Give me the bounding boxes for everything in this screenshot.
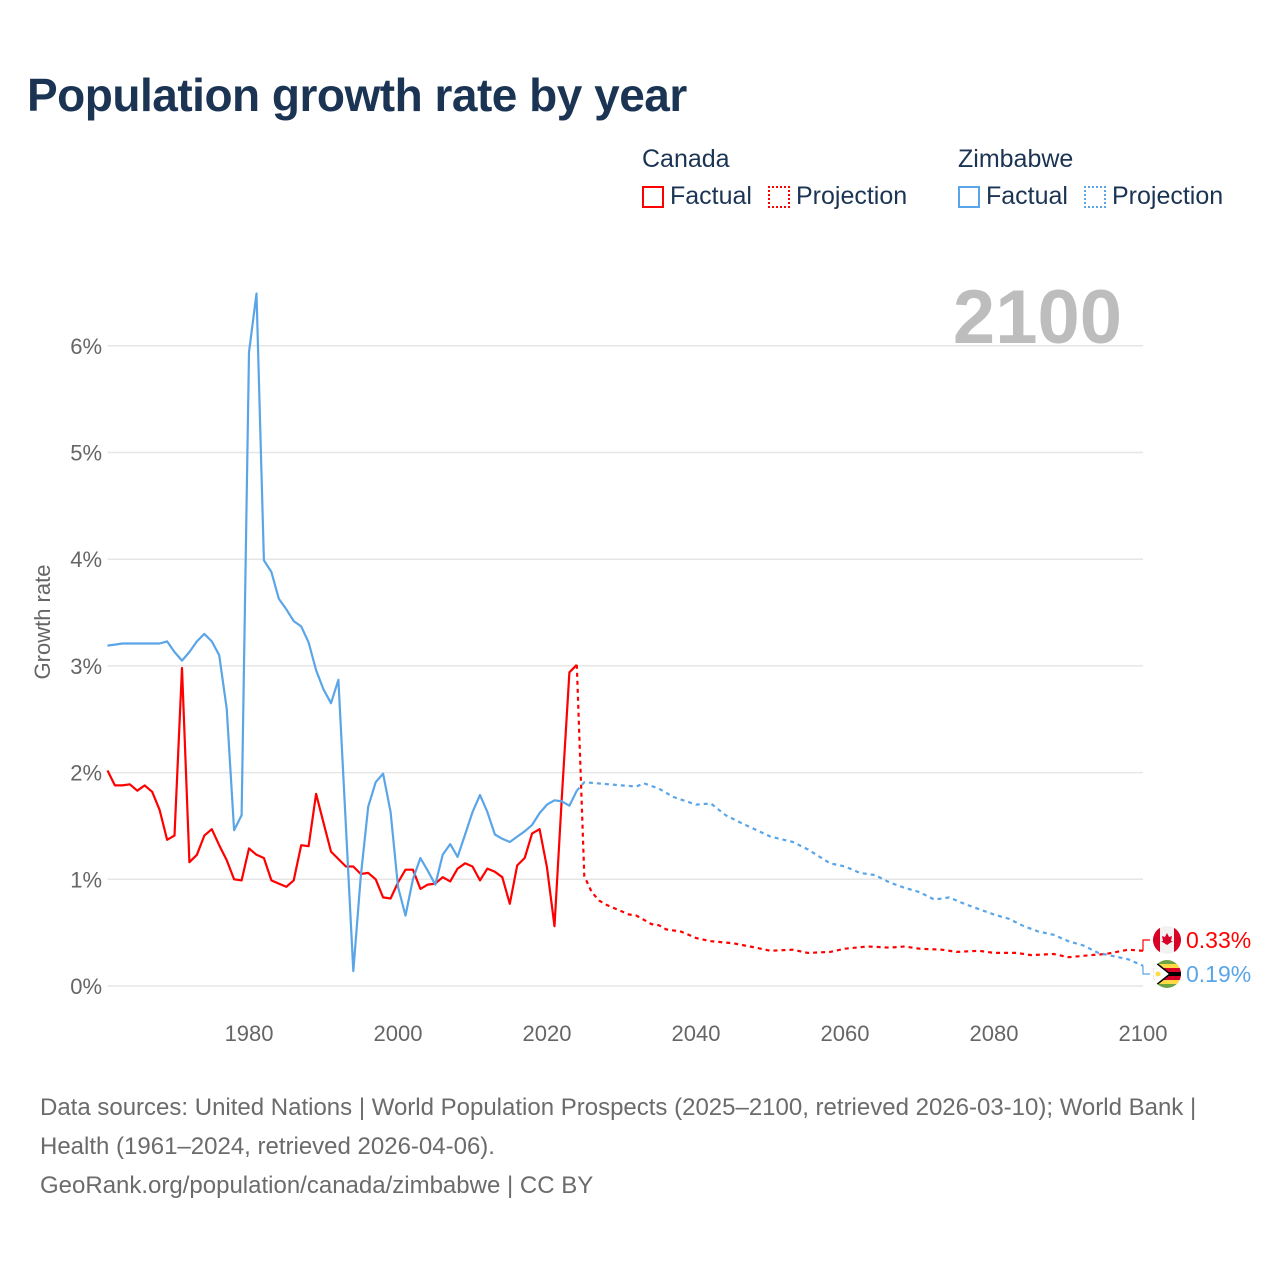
series-zimbabwe-factual: [107, 292, 578, 973]
chart-title: Population growth rate by year: [27, 69, 687, 121]
year-display: 2100: [953, 275, 1122, 360]
legend-label: Projection: [1111, 182, 1224, 210]
end-markers: 0.33% 0.19%: [1153, 926, 1251, 988]
solid-swatch-icon: [958, 185, 980, 208]
y-tick-label: 0%: [70, 974, 102, 999]
series-canada-factual: [106, 664, 578, 928]
y-tick-label: 3%: [70, 654, 102, 679]
series-canada-projection: [575, 664, 1144, 959]
footer: Data sources: United Nations | World Pop…: [40, 1088, 1240, 1205]
legend-canada: Canada Factual Projection: [642, 145, 907, 211]
series-zimbabwe-projection: [575, 781, 1144, 967]
x-tick-label: 2040: [672, 1021, 721, 1046]
dotted-swatch-icon: [767, 185, 790, 208]
zimbabwe-end-label: 0.19%: [1186, 961, 1251, 987]
legend-zimbabwe-title: Zimbabwe: [958, 145, 1074, 173]
canada-flag-icon: [1153, 926, 1181, 954]
legend-zimbabwe-factual[interactable]: Factual: [958, 182, 1068, 211]
legend-zimbabwe-projection[interactable]: Projection: [1083, 182, 1224, 211]
solid-swatch-icon: [642, 185, 664, 208]
x-tick-label: 2100: [1119, 1021, 1168, 1046]
legend-zimbabwe: Zimbabwe Factual Projection: [958, 145, 1223, 211]
legend-label: Factual: [986, 182, 1068, 210]
legend-label: Projection: [795, 182, 908, 210]
y-tick-label: 6%: [70, 334, 102, 359]
legend-canada-factual[interactable]: Factual: [642, 182, 752, 211]
y-tick-label: 4%: [70, 547, 102, 572]
x-tick-label: 2060: [821, 1021, 870, 1046]
x-tick-label: 2080: [970, 1021, 1019, 1046]
x-tick-label: 1980: [225, 1021, 274, 1046]
zimbabwe-flag-icon: [1153, 960, 1181, 988]
x-tick-label: 2000: [374, 1021, 423, 1046]
grid: 0% 1% 2% 3% 4% 5% 6% 1980 2000 2020 2040 2060 2080 21…: [70, 334, 1167, 1046]
y-tick-label: 2%: [70, 761, 102, 786]
dotted-swatch-icon: [1083, 185, 1106, 208]
zimbabwe-connector: [1142, 965, 1150, 975]
data-sources: Data sources: United Nations | World Pop…: [40, 1094, 1197, 1160]
canada-connector: [1142, 939, 1150, 951]
legend-label: Factual: [670, 182, 752, 210]
series-lines: [106, 292, 1150, 975]
y-tick-label: 5%: [70, 441, 102, 466]
credit-link[interactable]: GeoRank.org/population/canada/zimbabwe |…: [40, 1172, 594, 1199]
y-tick-label: 1%: [70, 867, 102, 892]
x-tick-label: 2020: [523, 1021, 572, 1046]
y-axis-label: Growth rate: [30, 565, 55, 680]
canada-end-label: 0.33%: [1186, 927, 1251, 953]
legend-canada-title: Canada: [642, 145, 730, 173]
legend-canada-projection[interactable]: Projection: [767, 182, 908, 211]
